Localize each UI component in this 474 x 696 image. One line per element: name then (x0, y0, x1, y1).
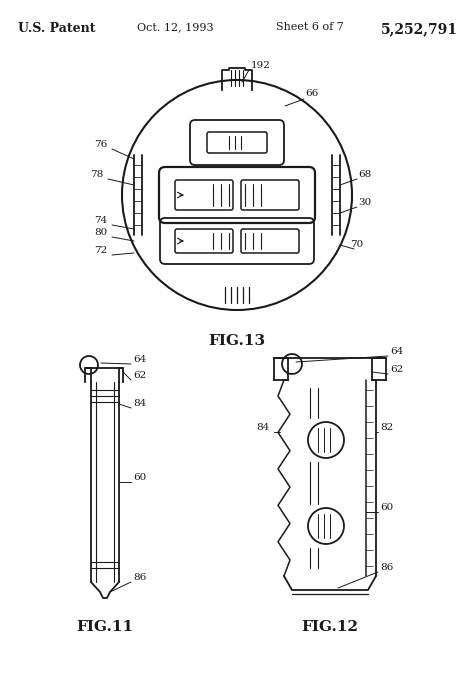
Text: 64: 64 (390, 347, 403, 356)
Text: FIG.11: FIG.11 (76, 620, 134, 634)
Text: 82: 82 (380, 423, 393, 432)
Text: FIG.12: FIG.12 (301, 620, 358, 634)
Text: 74: 74 (94, 216, 107, 225)
Text: 80: 80 (94, 228, 107, 237)
Text: 76: 76 (94, 140, 107, 149)
Text: 78: 78 (90, 170, 103, 179)
Text: 86: 86 (133, 573, 146, 582)
Text: 192: 192 (251, 61, 271, 70)
Text: 64: 64 (133, 355, 146, 364)
Text: 60: 60 (380, 503, 393, 512)
Text: 5,252,791: 5,252,791 (381, 22, 458, 36)
Text: 84: 84 (133, 399, 146, 408)
Text: 84: 84 (256, 423, 269, 432)
Text: Sheet 6 of 7: Sheet 6 of 7 (276, 22, 344, 32)
Text: Oct. 12, 1993: Oct. 12, 1993 (137, 22, 213, 32)
Text: 66: 66 (305, 89, 318, 98)
Text: FIG.13: FIG.13 (209, 334, 265, 348)
Text: 30: 30 (358, 198, 371, 207)
Text: U.S. Patent: U.S. Patent (18, 22, 95, 35)
Text: 72: 72 (94, 246, 107, 255)
Text: 60: 60 (133, 473, 146, 482)
Text: 62: 62 (390, 365, 403, 374)
Text: 70: 70 (350, 240, 363, 249)
Text: 86: 86 (380, 563, 393, 572)
Text: 68: 68 (358, 170, 371, 179)
Text: 62: 62 (133, 371, 146, 380)
